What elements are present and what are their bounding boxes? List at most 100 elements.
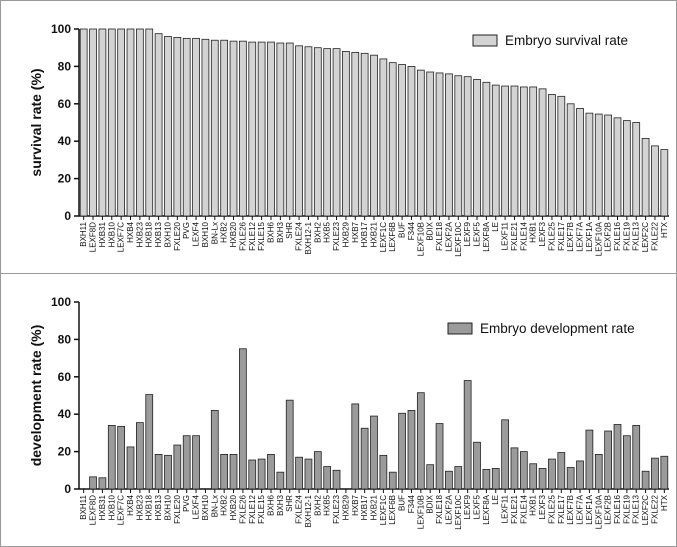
- x-tick-label: HXB10: [107, 494, 116, 520]
- bar: [632, 122, 641, 217]
- bar: [192, 37, 200, 217]
- x-tick-label: HXB4: [126, 221, 135, 242]
- x-tick-label: HXB1: [529, 494, 538, 515]
- x-tick-label: BN-Lx: [210, 495, 219, 517]
- bar: [398, 64, 406, 217]
- x-tick-label: HXB20: [229, 494, 238, 520]
- bar: [360, 427, 369, 490]
- x-tick-label: LEXF2A: [444, 494, 453, 524]
- bar: [342, 51, 350, 217]
- x-tick-label: HXB18: [145, 221, 154, 247]
- x-tick-label: SHR: [285, 222, 294, 239]
- x-tick-label: LEXF9: [463, 221, 472, 246]
- bar: [651, 145, 659, 217]
- x-tick-label: LEXF3: [538, 221, 547, 246]
- x-tick-label: LEXF10A: [594, 494, 603, 529]
- x-tick-label: FXLE21: [510, 494, 519, 523]
- x-tick-label: BXH10: [163, 221, 172, 247]
- bar: [173, 37, 182, 217]
- y-tick-label: 100: [51, 22, 71, 36]
- bar: [210, 39, 219, 217]
- bar: [239, 348, 247, 490]
- x-tick-label: LEXF1A: [585, 494, 594, 524]
- x-tick-label: HXB21: [370, 221, 379, 247]
- x-tick-label: FXLE26: [238, 221, 247, 250]
- bar: [313, 47, 322, 217]
- x-tick-label: BXH11: [79, 494, 88, 519]
- x-tick-label: LEXF7A: [576, 494, 585, 524]
- x-tick-label: LEXF2C: [641, 495, 650, 525]
- y-tick-label: 20: [58, 445, 72, 459]
- bar: [491, 84, 500, 217]
- x-tick-label: LEXF6B: [388, 495, 397, 525]
- x-tick-label: BXH2: [313, 494, 322, 515]
- bar: [501, 419, 509, 490]
- bar: [304, 458, 313, 490]
- bar: [585, 112, 594, 217]
- bar: [379, 454, 388, 490]
- x-tick-label: HXB7: [351, 221, 360, 242]
- bar: [510, 85, 519, 217]
- x-tick-label: HXB13: [154, 494, 163, 520]
- bar: [229, 40, 238, 217]
- y-axis-label: survival rate (%): [28, 68, 44, 176]
- x-tick-label: FXLE24: [295, 494, 304, 523]
- x-tick-label: HXB7: [351, 494, 360, 515]
- bar: [154, 33, 163, 217]
- bar: [351, 51, 360, 217]
- x-tick-label: LEXF8D: [89, 222, 98, 252]
- x-tick-label: FXLE20: [173, 494, 182, 523]
- x-tick-label: BXH6: [266, 494, 275, 515]
- x-tick-label: FXLE24: [295, 221, 304, 250]
- survival-chart: survival rate (%) 0 20 40 60 80 100 BXH11 LEXF8D…: [28, 22, 669, 257]
- x-tick-label: BXH10: [201, 494, 210, 520]
- x-tick-label: LE: [491, 495, 500, 505]
- x-tick-label: FXLE16: [613, 494, 622, 523]
- bar: [641, 137, 650, 217]
- bar: [538, 468, 547, 490]
- y-tick-label: 80: [58, 332, 72, 346]
- bar: [276, 471, 285, 490]
- x-tick-label: FXLE19: [622, 221, 631, 250]
- bar: [257, 41, 266, 217]
- x-tick-label: LEXF11: [501, 494, 510, 523]
- x-tick-label: HXB29: [341, 221, 350, 247]
- legend-swatch: [447, 322, 473, 335]
- x-tick-label: FXLE25: [547, 494, 556, 523]
- x-tick-label: FXLE12: [248, 494, 257, 523]
- bar: [229, 454, 238, 490]
- x-tick-label: LEXF1C: [379, 222, 388, 252]
- legend-swatch: [472, 34, 498, 47]
- bar: [182, 435, 191, 490]
- x-tick-label: FXLE20: [173, 221, 182, 250]
- bar: [257, 458, 266, 490]
- x-tick-label: HXB23: [135, 494, 144, 520]
- bar: [173, 444, 182, 490]
- bar: [529, 86, 538, 217]
- bar: [285, 399, 294, 490]
- x-tick-label: HXB17: [360, 494, 369, 520]
- x-tick-label: FXLE23: [332, 221, 341, 250]
- x-tick-label: FXLE13: [632, 494, 641, 523]
- x-tick-label: BXH3: [276, 494, 285, 515]
- x-tick-label: FXLE21: [510, 221, 519, 250]
- x-tick-label: LEXF2A: [444, 221, 453, 251]
- y-tick-label: 60: [58, 370, 72, 384]
- bar: [407, 66, 416, 217]
- bar: [491, 468, 500, 490]
- x-tick-label: HTX: [660, 221, 669, 238]
- bar: [613, 424, 622, 490]
- x-tick-label: HXB17: [360, 221, 369, 247]
- x-tick-label: BXH10: [163, 494, 172, 520]
- bar: [332, 48, 341, 217]
- bar: [332, 469, 341, 490]
- x-tick-label: FXLE13: [632, 221, 641, 250]
- x-tick-label: LEXF7B: [566, 495, 575, 525]
- bar: [576, 108, 584, 217]
- bar: [576, 460, 584, 490]
- bar: [107, 425, 116, 490]
- x-tick-label: LEXF9: [463, 494, 472, 519]
- bar: [660, 149, 669, 217]
